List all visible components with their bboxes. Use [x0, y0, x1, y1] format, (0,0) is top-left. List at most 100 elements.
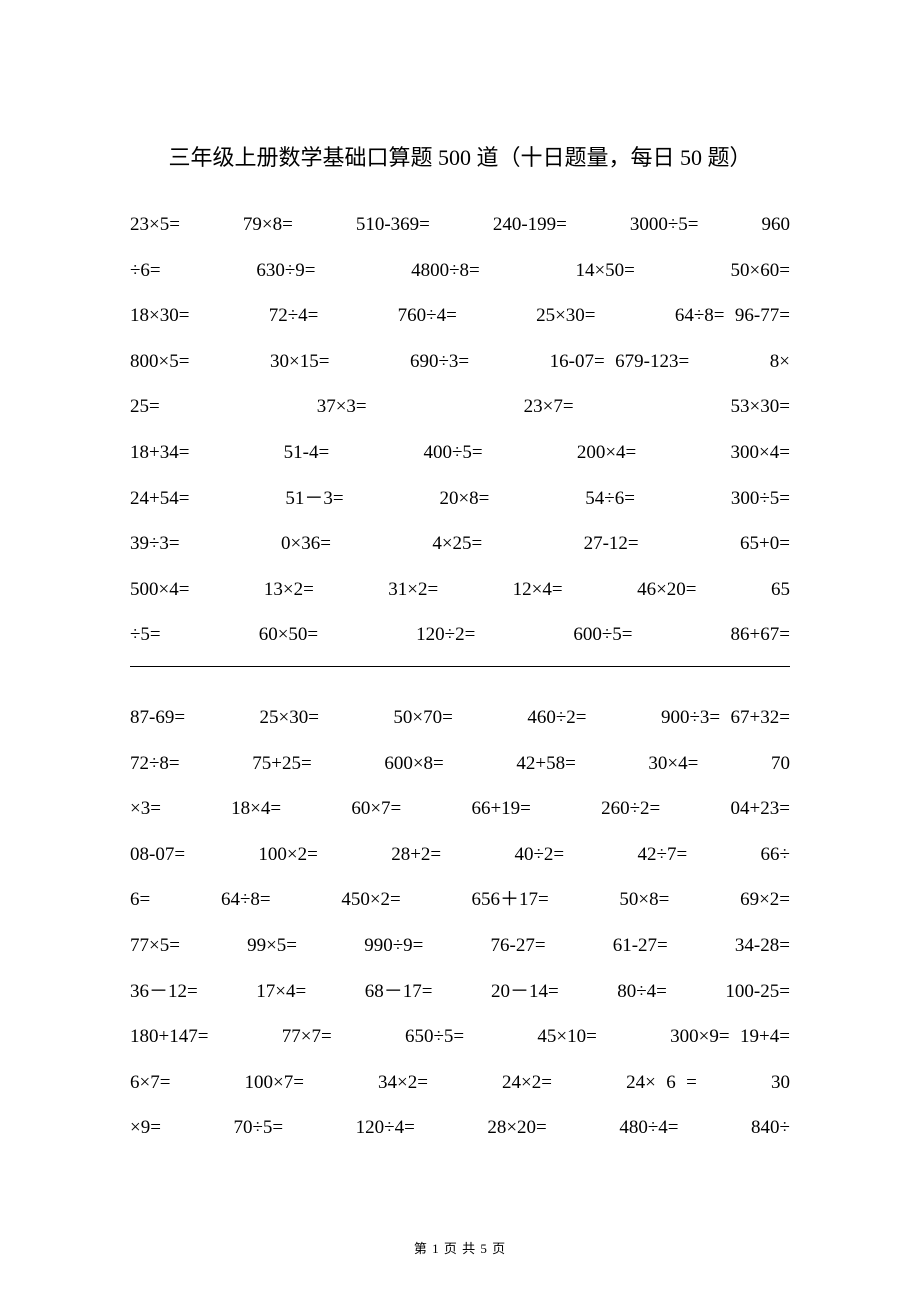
problem-line: ×9=70÷5=120÷4=28×20=480÷4=840÷	[130, 1105, 790, 1151]
problem-line: 36－12=17×4=68－17=20－14=80÷4=100-25=	[130, 969, 790, 1015]
section-divider	[130, 666, 790, 667]
math-problem: ×9=	[130, 1105, 161, 1151]
math-problem: 24+54=	[130, 476, 189, 522]
problem-line: 77×5=99×5=990÷9=76-27=61-27=34-28=	[130, 923, 790, 969]
math-problem: 69×2=	[740, 877, 790, 923]
math-problem: 79×8=	[243, 202, 293, 248]
math-problem: 18×30=	[130, 293, 189, 339]
problem-line: ÷5= 60×50= 120÷2= 600÷5= 86+67=	[130, 612, 790, 658]
math-problem: 87-69=	[130, 695, 185, 741]
math-problem: 54÷6=	[585, 476, 635, 522]
math-problem: 66÷	[761, 832, 790, 878]
math-problem: 25=	[130, 384, 160, 430]
math-problem: 400÷5=	[423, 430, 482, 476]
math-problem: 72÷8=	[130, 741, 180, 787]
math-problem: 68－17=	[365, 969, 433, 1015]
math-problem: 460÷2=	[527, 695, 586, 741]
problem-line: 6×7=100×7=34×2=24×2=24× 6 =30	[130, 1060, 790, 1106]
math-problem: 65+0=	[740, 521, 790, 567]
math-problem: 72÷4=	[269, 293, 319, 339]
math-problem: 690÷3=	[410, 339, 469, 385]
math-problem: 34×2=	[378, 1060, 428, 1106]
math-problem: 20×8=	[439, 476, 489, 522]
math-problem: 23×5=	[130, 202, 180, 248]
math-problem: 13×2=	[264, 567, 314, 613]
math-problem: 61-27=	[613, 923, 668, 969]
math-problem: 300÷5=	[731, 476, 790, 522]
math-problem: 14×50=	[575, 248, 634, 294]
math-problem: 8×	[770, 339, 790, 385]
math-problem: 60×50=	[259, 612, 318, 658]
math-problem: 64÷8=	[221, 877, 271, 923]
problem-line: 25= 37×3= 23×7= 53×30=	[130, 384, 790, 430]
math-problem: 6×7=	[130, 1060, 170, 1106]
math-problem: 86+67=	[731, 612, 790, 658]
math-problem: 51－3=	[285, 476, 343, 522]
problem-line: 23×5=79×8=510-369=240-199=3000÷5=960	[130, 202, 790, 248]
math-problem: 70	[771, 741, 790, 787]
math-problem: 100×2=	[258, 832, 317, 878]
math-problem: 66+19=	[471, 786, 530, 832]
math-problem: 31×2=	[388, 567, 438, 613]
math-problem: 260÷2=	[601, 786, 660, 832]
math-problem: 45×10=	[537, 1014, 596, 1060]
math-problem: 50×70=	[393, 695, 452, 741]
problem-line: 180+147=77×7=650÷5=45×10=300×9= 19+4=	[130, 1014, 790, 1060]
math-problem: 600÷5=	[573, 612, 632, 658]
math-problem: 900÷3= 67+32=	[661, 695, 790, 741]
math-problem: 36－12=	[130, 969, 198, 1015]
math-problem: 12×4=	[513, 567, 563, 613]
math-problem: 450×2=	[341, 877, 400, 923]
math-problem: 34-28=	[735, 923, 790, 969]
math-problem: 4×25=	[432, 521, 482, 567]
math-problem: 30	[771, 1060, 790, 1106]
math-problem: 100-25=	[725, 969, 790, 1015]
math-problem: 27-12=	[584, 521, 639, 567]
math-problem: 51-4=	[284, 430, 330, 476]
math-problem: 3000÷5=	[630, 202, 699, 248]
problem-line: 87-69= 25×30= 50×70= 460÷2= 900÷3= 67+32=	[130, 695, 790, 741]
math-problem: 25×30=	[260, 695, 319, 741]
problems-section-2: 87-69= 25×30= 50×70= 460÷2= 900÷3= 67+32= 72÷…	[130, 695, 790, 1151]
math-problem: 600×8=	[384, 741, 443, 787]
problem-line: 18×30=72÷4=760÷4=25×30=64÷8= 96-77=	[130, 293, 790, 339]
math-problem: 760÷4=	[398, 293, 457, 339]
math-problem: 990÷9=	[364, 923, 423, 969]
math-problem: 46×20=	[637, 567, 696, 613]
math-problem: 23×7=	[524, 384, 574, 430]
math-problem: 64÷8= 96-77=	[675, 293, 790, 339]
math-problem: 0×36=	[281, 521, 331, 567]
math-problem: 37×3=	[317, 384, 367, 430]
problem-line: ×3=18×4=60×7=66+19=260÷2=04+23=	[130, 786, 790, 832]
math-problem: 30×4=	[648, 741, 698, 787]
math-problem: 18×4=	[231, 786, 281, 832]
document-title: 三年级上册数学基础口算题 500 道（十日题量，每日 50 题）	[130, 140, 790, 172]
math-problem: 100×7=	[245, 1060, 304, 1106]
math-problem: ÷6=	[130, 248, 161, 294]
math-problem: 480÷4=	[619, 1105, 678, 1151]
math-problem: 240-199=	[493, 202, 567, 248]
math-problem: 53×30=	[731, 384, 790, 430]
math-problem: 17×4=	[256, 969, 306, 1015]
math-problem: 08-07=	[130, 832, 185, 878]
problem-line: ÷6=630÷9=4800÷8=14×50=50×60=	[130, 248, 790, 294]
math-problem: 650÷5=	[405, 1014, 464, 1060]
math-problem: 120÷2=	[416, 612, 475, 658]
math-problem: 200×4=	[577, 430, 636, 476]
math-problem: ÷5=	[130, 612, 161, 658]
math-problem: 630÷9=	[256, 248, 315, 294]
math-problem: 960	[761, 202, 790, 248]
math-problem: 500×4=	[130, 567, 189, 613]
math-problem: 840÷	[751, 1105, 790, 1151]
page-container: 三年级上册数学基础口算题 500 道（十日题量，每日 50 题） 23×5= 79…	[0, 0, 920, 1211]
math-problem: 28+2=	[391, 832, 441, 878]
math-problem: 20－14=	[491, 969, 559, 1015]
problem-line: 39÷3=0×36=4×25=27-12=65+0=	[130, 521, 790, 567]
math-problem: 75+25=	[252, 741, 311, 787]
math-problem: 4800÷8=	[411, 248, 480, 294]
problem-line: 6=64÷8=450×2=656＋17=50×8=69×2=	[130, 877, 790, 923]
math-problem: 40÷2=	[515, 832, 565, 878]
math-problem: 77×7=	[282, 1014, 332, 1060]
math-problem: 65	[771, 567, 790, 613]
math-problem: 656＋17=	[471, 877, 548, 923]
